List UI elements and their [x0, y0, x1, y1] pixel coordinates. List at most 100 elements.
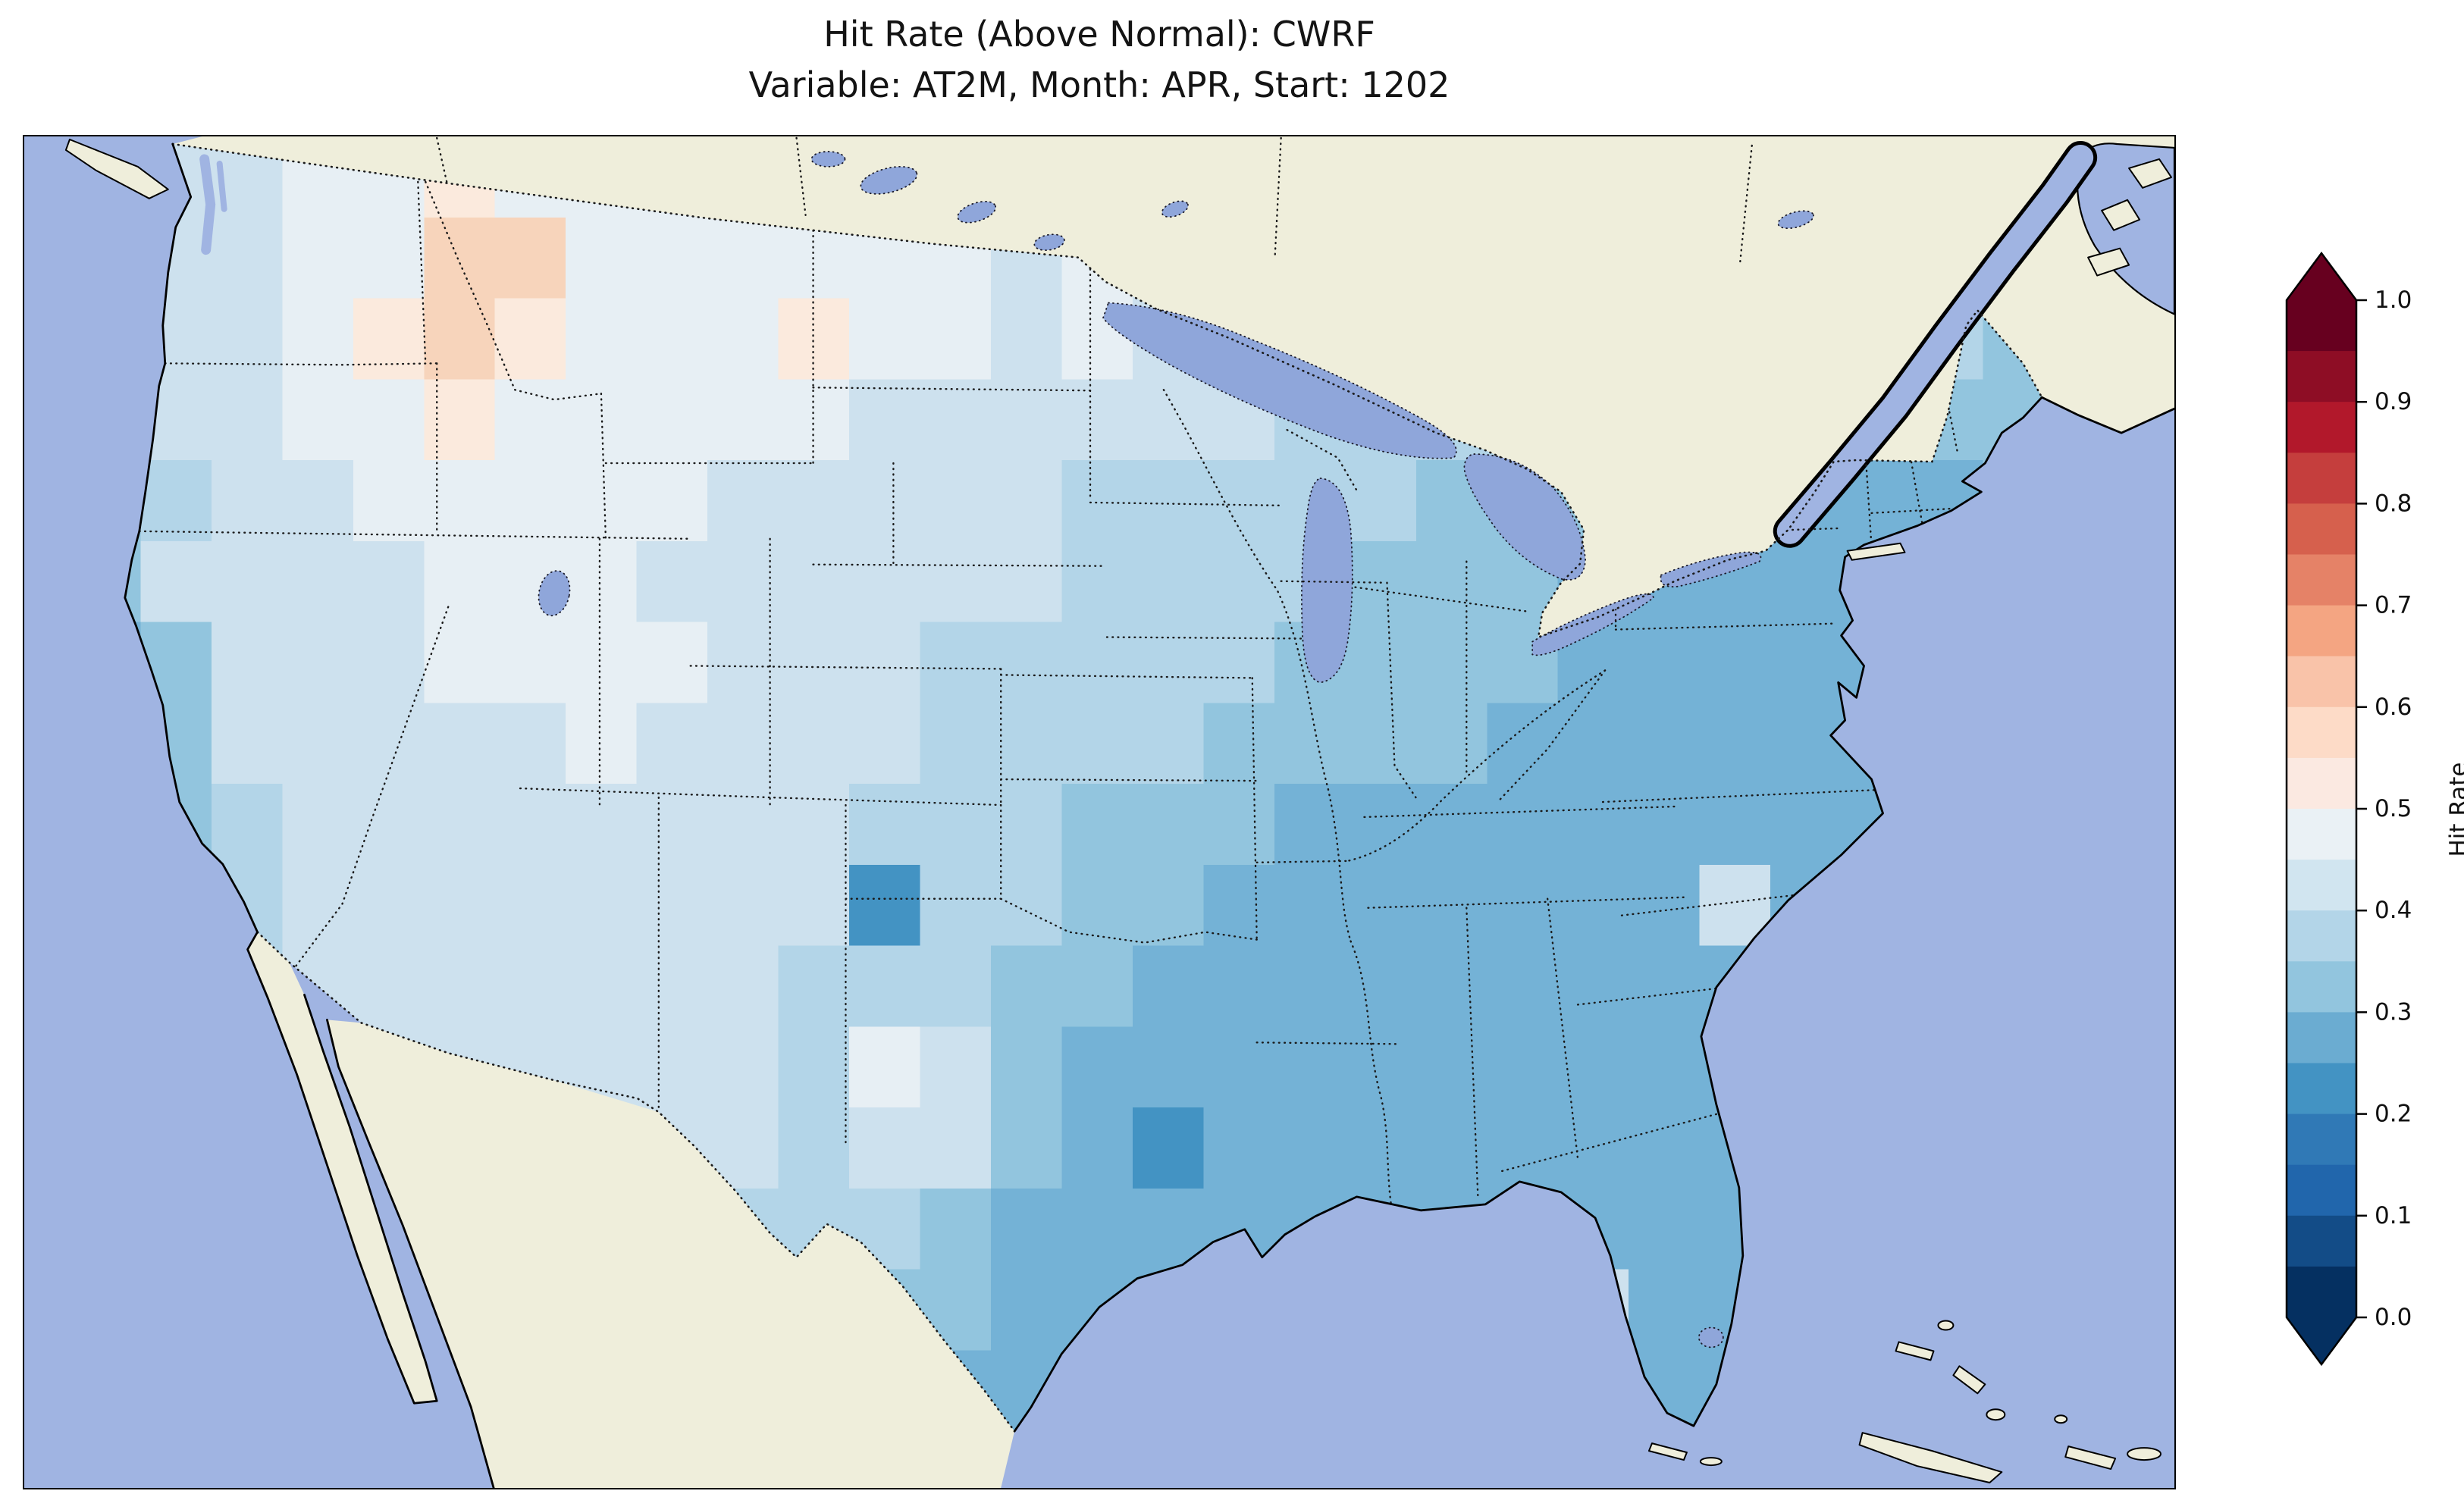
- grid-cell: [566, 217, 638, 299]
- colorbar-segment: [2287, 300, 2356, 352]
- colorbar-segment: [2287, 1012, 2356, 1064]
- grid-cell: [282, 784, 354, 866]
- grid-cell: [211, 703, 284, 785]
- florida-keys-2: [1699, 1457, 1723, 1467]
- grid-cell: [1061, 1026, 1133, 1108]
- grid-cell: [494, 217, 566, 299]
- grid-cell: [991, 540, 1063, 623]
- grid-cell: [424, 379, 496, 461]
- grid-cell: [1557, 784, 1630, 866]
- grid-cell: [1274, 945, 1346, 1028]
- colorbar-tick-label: 0.7: [2375, 592, 2412, 619]
- grid-cell: [636, 379, 708, 461]
- grid-cell: [494, 864, 566, 947]
- grid-cell: [1415, 784, 1488, 866]
- grid-cell: [424, 945, 496, 1028]
- grid-cell: [353, 703, 425, 785]
- grid-cell: [636, 460, 708, 542]
- grid-cell: [1629, 1107, 1701, 1189]
- grid-cell: [1487, 784, 1559, 866]
- grid-cell: [1203, 540, 1275, 623]
- caribbean-island-3: [2054, 1414, 2068, 1424]
- grid-cell: [1203, 1026, 1275, 1108]
- colorbar-tick-label: 0.9: [2375, 388, 2412, 415]
- grid-cell: [1487, 1107, 1559, 1189]
- grid-cell: [353, 864, 425, 947]
- colorbar-segment: [2287, 554, 2356, 606]
- grid-cell: [849, 460, 921, 542]
- grid-cell: [849, 864, 921, 947]
- grid-cell: [424, 460, 496, 542]
- grid-cell: [494, 703, 566, 785]
- grid-cell: [282, 540, 354, 623]
- grid-cell: [353, 540, 425, 623]
- grid-cell: [991, 945, 1063, 1028]
- lake-okeechobee: [1698, 1326, 1724, 1348]
- grid-cell: [1061, 703, 1133, 785]
- colorbar-segment: [2287, 1113, 2356, 1166]
- colorbar-ticks: 1.0 0.9 0.8 0.7 0.6 0.5 0.4 0.3 0.2 0.1 0.0: [2356, 287, 2412, 1331]
- grid-cell: [1487, 703, 1559, 785]
- state-borders: [138, 180, 1959, 1228]
- canada-province-lines: [436, 136, 1753, 266]
- colorbar-tick-label: 0.2: [2375, 1101, 2412, 1128]
- grid-cell: [849, 1107, 921, 1189]
- grid-cell: [778, 298, 850, 381]
- grid-cell: [1132, 945, 1205, 1028]
- grid-cell: [566, 379, 638, 461]
- grid-cell: [1061, 1188, 1133, 1270]
- grid-cell: [1345, 1107, 1417, 1189]
- grid-cell: [353, 945, 425, 1028]
- colorbar-segment: [2287, 605, 2356, 657]
- grid-cell: [1203, 945, 1275, 1028]
- grid-cell: [991, 864, 1063, 947]
- province-borders: [436, 136, 1753, 266]
- grid-cell: [1345, 703, 1417, 785]
- grid-cell: [282, 622, 354, 704]
- vancouver-island: [64, 138, 169, 199]
- grid-cell: [1487, 945, 1559, 1028]
- grid-cell: [920, 622, 992, 704]
- pacific-coastline: [124, 143, 259, 934]
- gulf-island-3: [2087, 247, 2130, 277]
- grid-cell: [1629, 1269, 1701, 1351]
- colorbar-segment: [2287, 961, 2356, 1013]
- grid-cell: [991, 622, 1063, 704]
- grid-cell: [636, 1026, 708, 1108]
- grid-cell: [920, 945, 992, 1028]
- grid-cell: [778, 379, 850, 461]
- grid-cell: [282, 703, 354, 785]
- grid-cell: [1415, 945, 1488, 1028]
- lake-canada-5: [1161, 200, 1189, 218]
- grid-cell: [707, 540, 779, 623]
- grid-cell: [778, 1026, 850, 1108]
- grid-cell: [1415, 622, 1488, 704]
- grid-cell: [849, 784, 921, 866]
- map-svg: [24, 136, 2174, 1488]
- grid-cell: [353, 379, 425, 461]
- lake-canada-3: [1033, 233, 1065, 252]
- baja-coastline: [246, 931, 438, 1405]
- grid-cell: [1061, 622, 1133, 704]
- colorbar-segment: [2287, 1063, 2356, 1115]
- grid-cell: [1629, 1026, 1701, 1108]
- grid-cell: [494, 945, 566, 1028]
- grid-cell: [424, 540, 496, 623]
- lake-canada-4: [810, 151, 846, 168]
- grid-cell: [778, 622, 850, 704]
- lake-ontario: [1660, 551, 1762, 587]
- grid-cell: [707, 217, 779, 299]
- grid-cell: [282, 217, 354, 299]
- us-mexico-border: [256, 931, 1016, 1433]
- grid-cell: [1274, 703, 1346, 785]
- bahamas-island-1: [1895, 1341, 1935, 1361]
- grid-cell: [211, 217, 284, 299]
- grid-cell: [920, 1026, 992, 1108]
- bahamas-island-2: [1952, 1365, 1986, 1395]
- grid-cell: [849, 298, 921, 381]
- mexico-mainland-coastline: [326, 1018, 495, 1488]
- grid-cell: [707, 622, 779, 704]
- canada-landmass: [172, 136, 2174, 637]
- grid-cell: [849, 703, 921, 785]
- colorbar-tick-label: 0.4: [2375, 897, 2412, 924]
